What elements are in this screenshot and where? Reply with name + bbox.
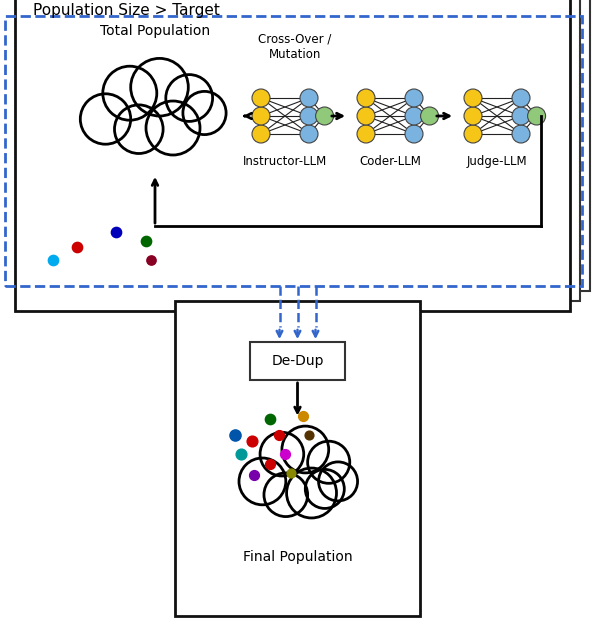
- Circle shape: [166, 74, 213, 121]
- Circle shape: [300, 107, 318, 125]
- Point: [249, 470, 258, 480]
- Circle shape: [252, 107, 270, 125]
- Point: [298, 411, 308, 421]
- Circle shape: [421, 107, 438, 125]
- Circle shape: [357, 107, 375, 125]
- Point: [147, 255, 156, 265]
- Point: [280, 449, 290, 459]
- Point: [248, 436, 257, 446]
- Circle shape: [300, 89, 318, 107]
- Circle shape: [405, 107, 423, 125]
- Circle shape: [300, 125, 318, 143]
- Circle shape: [264, 473, 308, 516]
- Circle shape: [512, 107, 530, 125]
- Bar: [250, 342, 345, 380]
- Circle shape: [357, 89, 375, 107]
- Point: [274, 430, 284, 440]
- Bar: [175, 301, 420, 616]
- Point: [141, 236, 150, 246]
- Text: Instructor-LLM: Instructor-LLM: [243, 155, 327, 168]
- Circle shape: [115, 105, 163, 153]
- Text: Final Population: Final Population: [243, 550, 352, 563]
- Circle shape: [146, 101, 200, 155]
- Text: Coder-LLM: Coder-LLM: [359, 155, 421, 168]
- Text: De-Dup: De-Dup: [271, 354, 324, 368]
- Circle shape: [80, 94, 131, 144]
- Circle shape: [252, 125, 270, 143]
- Circle shape: [464, 125, 482, 143]
- Circle shape: [286, 468, 336, 518]
- Text: Judge-LLM: Judge-LLM: [467, 155, 527, 168]
- Bar: [15, 0, 570, 311]
- Point: [236, 449, 245, 459]
- Point: [266, 459, 275, 470]
- Circle shape: [305, 470, 345, 508]
- Circle shape: [512, 125, 530, 143]
- Circle shape: [252, 89, 270, 107]
- Point: [286, 468, 296, 478]
- Point: [72, 242, 82, 252]
- Circle shape: [464, 107, 482, 125]
- Text: Population Size > Target: Population Size > Target: [33, 3, 220, 18]
- Circle shape: [103, 66, 157, 120]
- Point: [111, 227, 121, 237]
- Circle shape: [527, 107, 546, 125]
- Circle shape: [282, 426, 328, 473]
- Circle shape: [405, 125, 423, 143]
- Circle shape: [512, 89, 530, 107]
- Point: [230, 430, 239, 440]
- Circle shape: [318, 462, 358, 501]
- Text: Total Population: Total Population: [100, 24, 210, 38]
- Circle shape: [405, 89, 423, 107]
- Circle shape: [239, 458, 286, 505]
- Circle shape: [357, 125, 375, 143]
- Point: [266, 414, 275, 424]
- Bar: [25, 0, 580, 301]
- Circle shape: [183, 91, 226, 135]
- Circle shape: [260, 433, 304, 476]
- Circle shape: [315, 107, 334, 125]
- Text: Cross-Over /
Mutation: Cross-Over / Mutation: [258, 33, 331, 61]
- Circle shape: [464, 89, 482, 107]
- Bar: [5, 16, 582, 286]
- Point: [304, 430, 314, 440]
- Point: [49, 255, 58, 265]
- Circle shape: [308, 441, 350, 483]
- Bar: [35, 0, 590, 291]
- Circle shape: [131, 58, 188, 116]
